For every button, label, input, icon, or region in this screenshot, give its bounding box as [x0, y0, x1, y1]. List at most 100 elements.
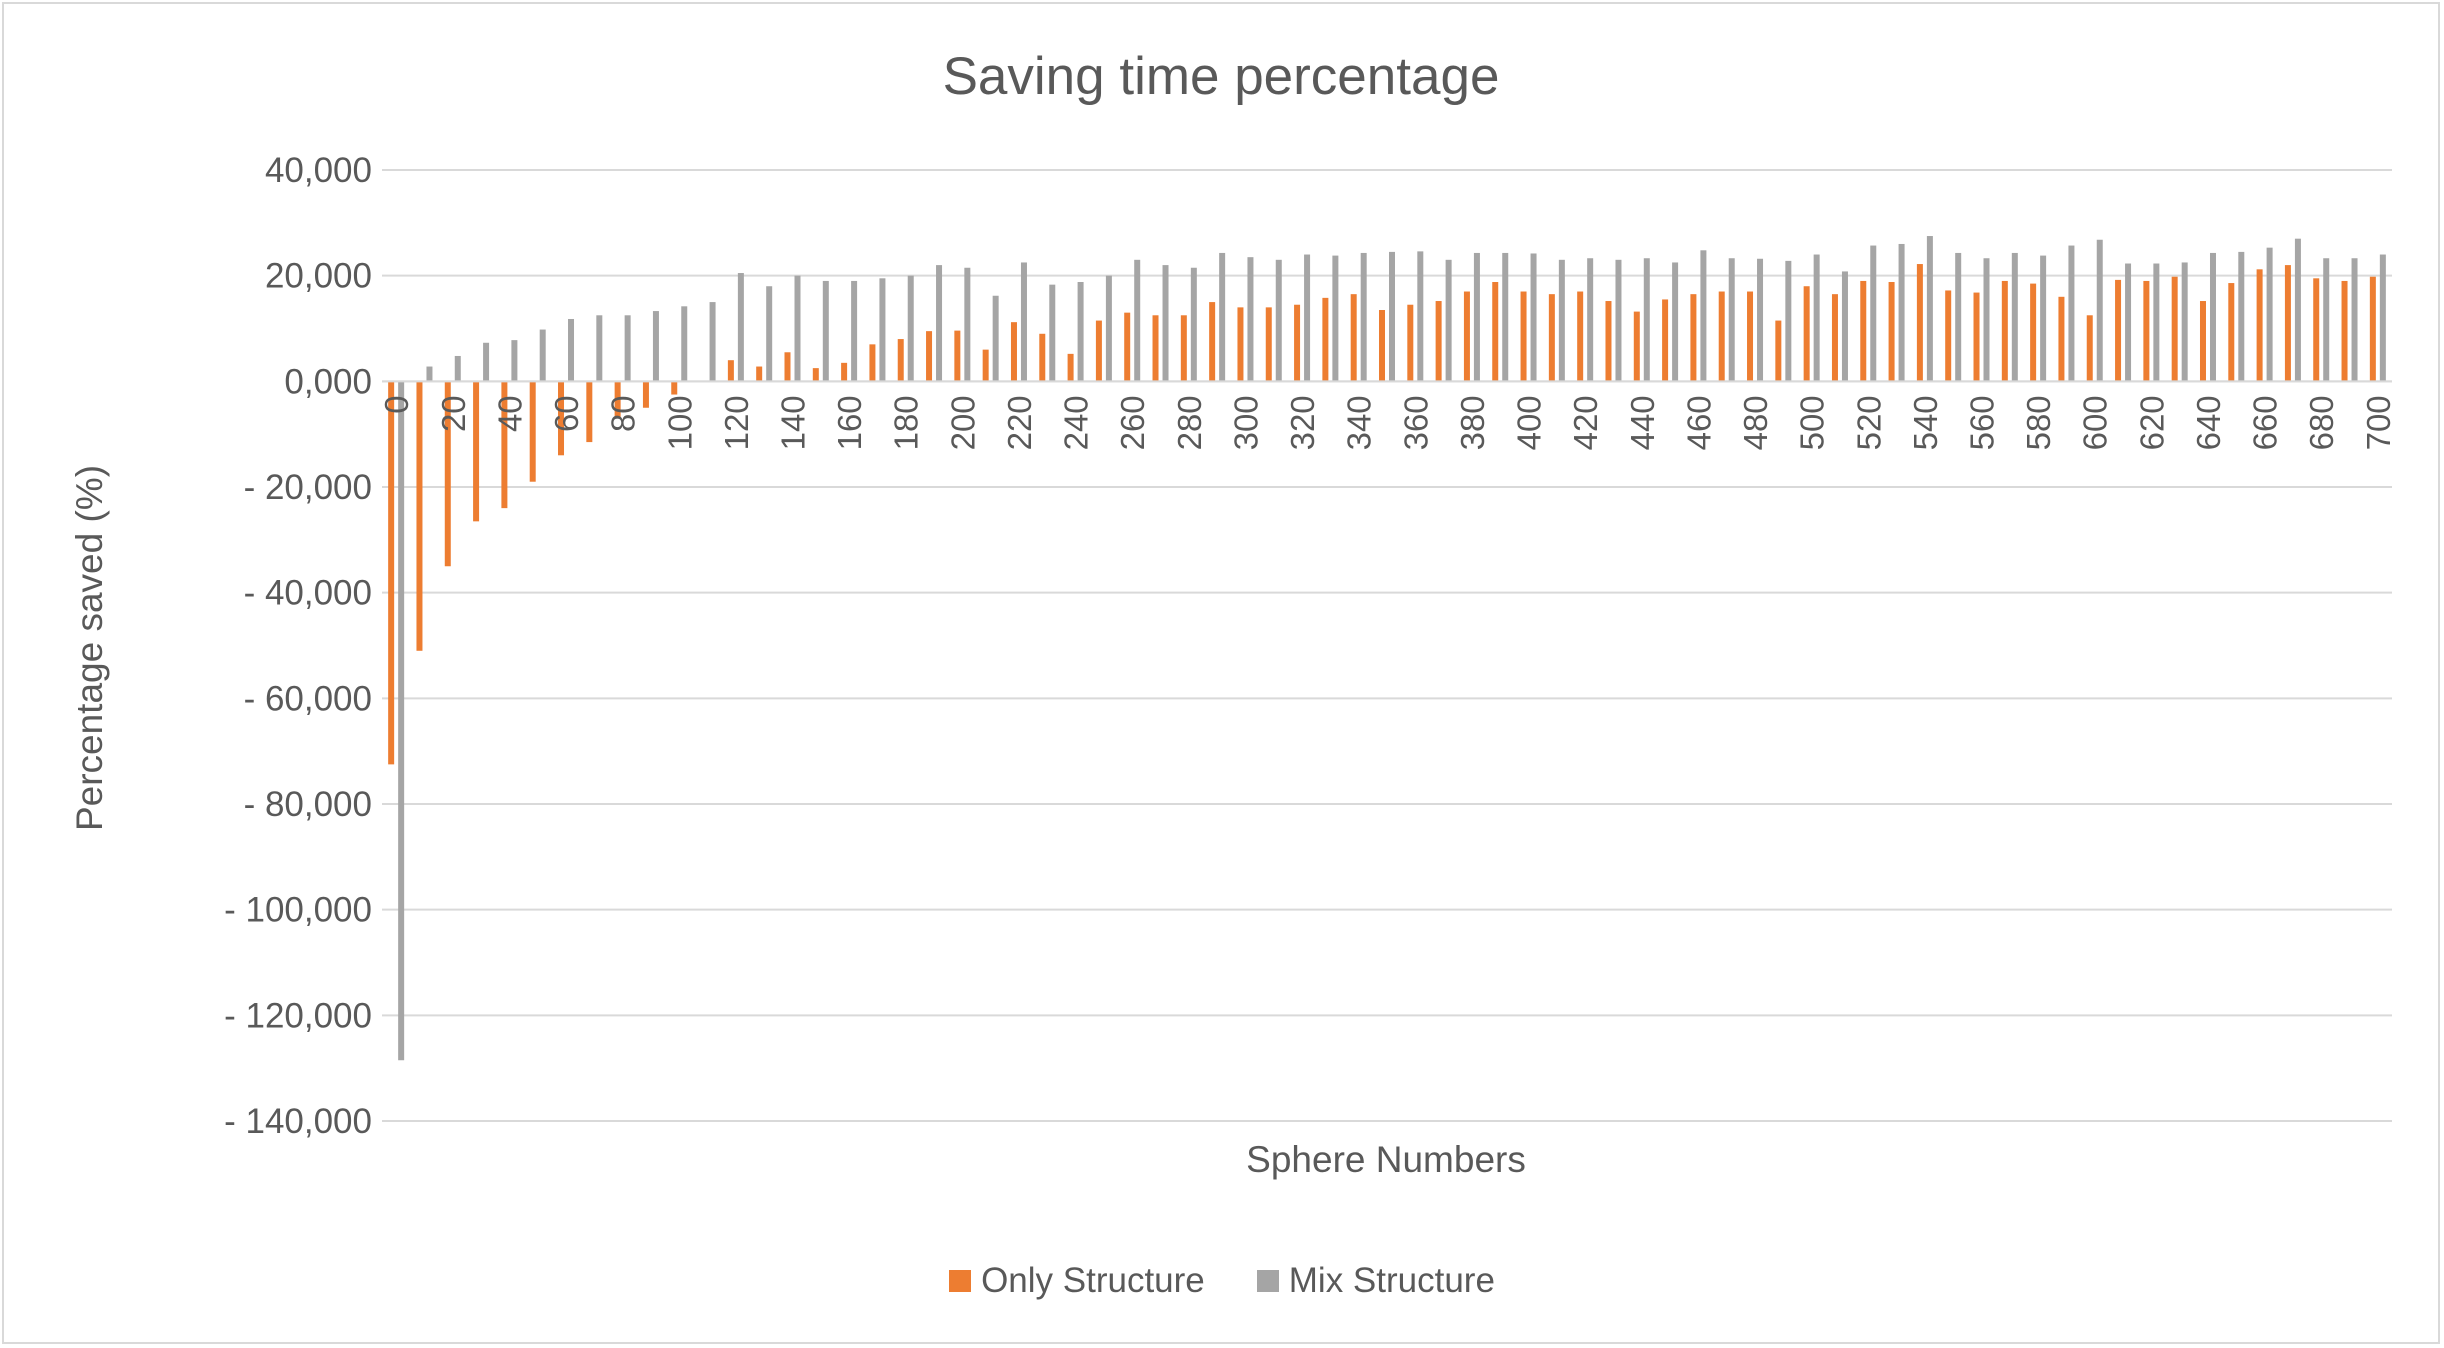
- bar-only-structure: [1350, 294, 1357, 382]
- bar-only-structure: [1039, 333, 1046, 382]
- bar-only-structure: [444, 381, 451, 567]
- bar-only-structure: [1973, 292, 1980, 382]
- legend-label-mix-structure: Mix Structure: [1288, 1261, 1495, 1300]
- bar-only-structure: [1124, 312, 1131, 382]
- bar-only-structure: [614, 381, 621, 419]
- y-tick-label: 40,000: [265, 151, 372, 190]
- x-tick-label: 700: [2360, 395, 2397, 450]
- bar-only-structure: [926, 331, 933, 382]
- legend: Only Structure Mix Structure: [0, 1258, 2444, 1304]
- bar-only-structure: [812, 368, 819, 382]
- y-axis-tick-labels: 40,000 20,000 0,000 - 20,000 - 40,000 - 60,00…: [224, 151, 372, 1141]
- bar-mix-structure: [1757, 258, 1764, 382]
- bar-mix-structure: [454, 355, 461, 382]
- bar-mix-structure: [907, 275, 914, 382]
- bar-mix-structure: [398, 381, 405, 1061]
- bar-mix-structure: [1162, 265, 1169, 382]
- bar-only-structure: [388, 381, 395, 765]
- chart-title: Saving time percentage: [943, 47, 1500, 106]
- bar-only-structure: [1888, 282, 1895, 382]
- x-tick-label: 280: [1171, 395, 1208, 450]
- bar-mix-structure: [1473, 252, 1480, 382]
- bar-mix-structure: [851, 280, 858, 382]
- bar-only-structure: [1690, 294, 1697, 382]
- bar-mix-structure: [2323, 258, 2330, 382]
- y-tick-label: 0,000: [284, 362, 372, 401]
- bar-mix-structure: [426, 366, 433, 382]
- x-axis-label: Sphere Numbers: [1246, 1139, 1526, 1180]
- x-tick-label: 20: [435, 395, 472, 432]
- bar-only-structure: [784, 352, 791, 382]
- bar-mix-structure: [596, 315, 603, 382]
- legend-swatch-only-structure: [949, 1270, 972, 1292]
- bar-only-structure: [1860, 280, 1867, 382]
- bar-only-structure: [954, 330, 961, 382]
- bar-mix-structure: [822, 280, 829, 382]
- bar-mix-structure: [1105, 275, 1112, 382]
- x-tick-label: 220: [1001, 395, 1038, 450]
- bar-mix-structure: [1672, 262, 1679, 382]
- bar-mix-structure: [1587, 258, 1594, 382]
- x-tick-label: 80: [605, 395, 642, 432]
- bar-only-structure: [869, 344, 876, 382]
- bar-mix-structure: [1700, 250, 1707, 382]
- bar-only-structure: [2284, 265, 2291, 382]
- bar-only-structure: [1605, 301, 1612, 382]
- bar-mix-structure: [1304, 254, 1311, 382]
- bar-only-structure: [1265, 307, 1272, 382]
- bar-only-structure: [2313, 278, 2320, 382]
- legend-swatch-mix-structure: [1256, 1270, 1279, 1292]
- bar-only-structure: [2086, 315, 2093, 382]
- x-tick-label: 180: [888, 395, 925, 450]
- bar-only-structure: [1379, 310, 1385, 382]
- bar-mix-structure: [2040, 255, 2047, 382]
- x-tick-label: 600: [2077, 395, 2114, 450]
- x-tick-label: 380: [1454, 395, 1491, 450]
- bar-mix-structure: [539, 329, 546, 382]
- bar-mix-structure: [1870, 245, 1877, 382]
- y-tick-label: - 140,000: [224, 1102, 372, 1141]
- bar-only-structure: [727, 360, 734, 382]
- bar-only-structure: [756, 366, 763, 382]
- bar-mix-structure: [2011, 252, 2018, 382]
- bar-mix-structure: [624, 315, 631, 382]
- bar-only-structure: [1237, 307, 1244, 382]
- bar-only-structure: [586, 381, 593, 443]
- bar-mix-structure: [737, 273, 744, 382]
- series-only-structure: [388, 264, 2376, 765]
- x-tick-label: 40: [491, 395, 528, 432]
- bar-only-structure: [1407, 304, 1414, 382]
- bar-only-structure: [2115, 279, 2122, 382]
- bar-mix-structure: [2294, 238, 2301, 382]
- x-tick-label: 340: [1341, 395, 1378, 450]
- series-mix-structure: [398, 236, 2386, 1061]
- bar-mix-structure: [2351, 258, 2358, 382]
- bar-only-structure: [416, 381, 423, 651]
- bar-only-structure: [2228, 283, 2235, 382]
- x-tick-label: 400: [1511, 395, 1548, 450]
- x-tick-label: 660: [2247, 395, 2284, 450]
- bar-mix-structure: [1275, 259, 1282, 382]
- bar-mix-structure: [1530, 253, 1537, 382]
- bar-mix-structure: [1360, 252, 1367, 382]
- x-tick-label: 200: [944, 395, 981, 450]
- bar-mix-structure: [2266, 247, 2273, 382]
- x-tick-label: 620: [2133, 395, 2170, 450]
- bar-only-structure: [1520, 291, 1527, 382]
- bar-mix-structure: [1558, 259, 1565, 382]
- x-tick-label: 0: [378, 395, 415, 413]
- bar-only-structure: [1492, 282, 1499, 382]
- bar-only-structure: [1294, 304, 1301, 382]
- x-tick-label: 120: [718, 395, 755, 450]
- bar-mix-structure: [1077, 282, 1084, 382]
- x-tick-label: 260: [1114, 395, 1151, 450]
- bar-only-structure: [558, 381, 565, 456]
- y-tick-label: - 120,000: [224, 996, 372, 1035]
- bar-only-structure: [2341, 280, 2348, 382]
- bar-only-structure: [1152, 315, 1159, 382]
- bar-mix-structure: [1332, 255, 1339, 382]
- x-tick-label: 420: [1567, 395, 1604, 450]
- bar-only-structure: [1577, 291, 1584, 382]
- bar-mix-structure: [1247, 257, 1254, 382]
- y-tick-label: - 60,000: [244, 679, 372, 718]
